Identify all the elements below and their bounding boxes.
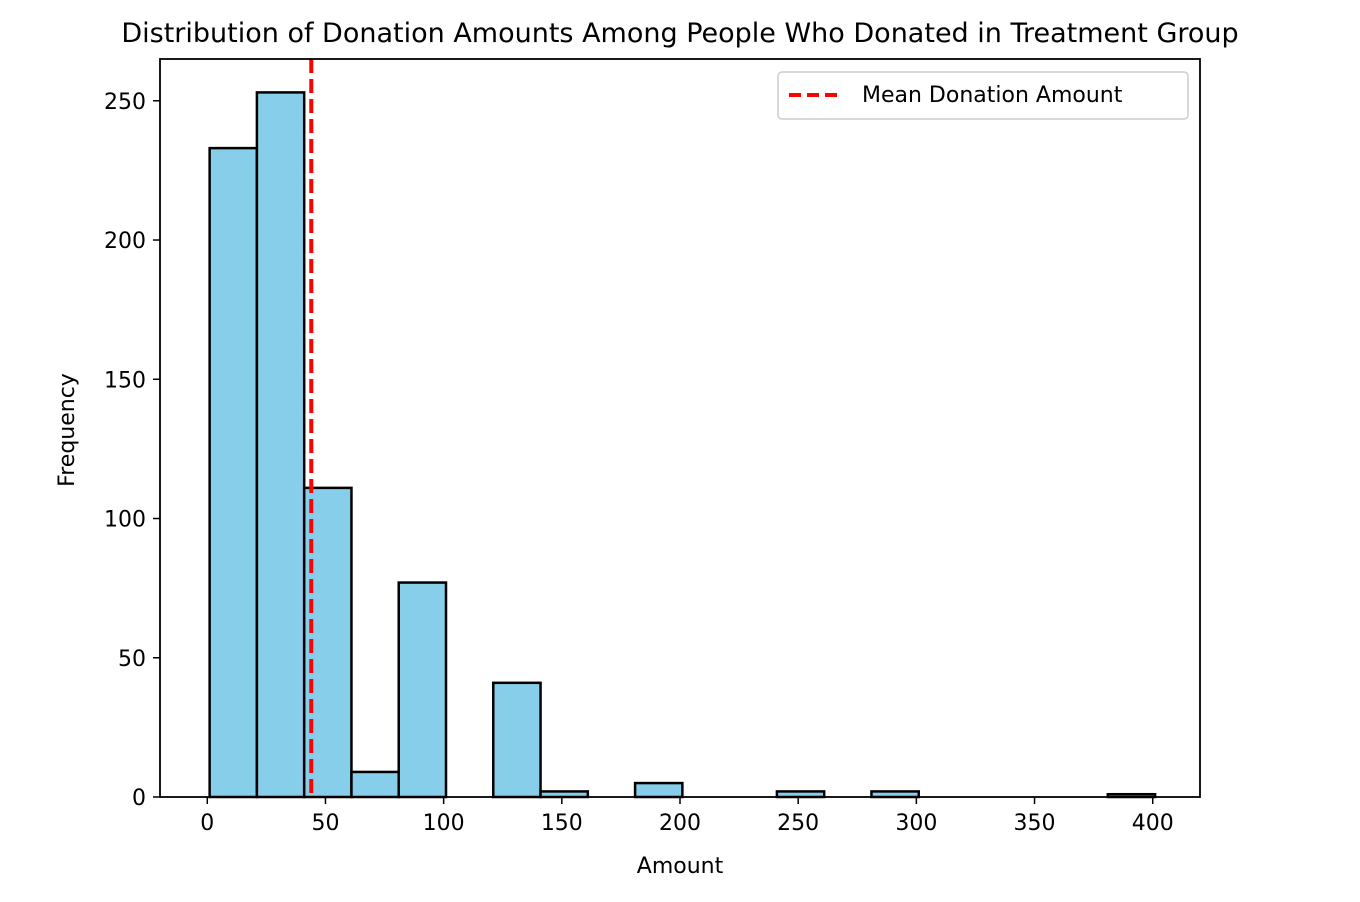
x-tick-label: 0 — [200, 811, 214, 836]
histogram-bar — [208, 146, 259, 799]
x-tick-label: 100 — [423, 811, 465, 836]
y-tick-label: 50 — [118, 647, 146, 672]
legend-mean-label: Mean Donation Amount — [862, 83, 1123, 108]
x-tick-label: 200 — [659, 811, 701, 836]
x-tick-label: 400 — [1132, 811, 1174, 836]
legend-box — [777, 71, 1189, 120]
x-tick-label: 250 — [777, 811, 819, 836]
histogram-bar — [255, 91, 306, 799]
x-axis-label: Amount — [637, 854, 724, 879]
plot-area: 0 50 100 150 200 250 300 350 400 0 50 100 150 200 250 — [104, 58, 1201, 836]
histogram-bar — [397, 581, 448, 799]
histogram-bar — [633, 781, 684, 799]
y-tick-label: 100 — [104, 508, 146, 533]
legend: Mean Donation Amount — [777, 71, 1189, 120]
y-tick-label: 250 — [104, 90, 146, 115]
x-tick-label: 150 — [541, 811, 583, 836]
y-axis-label: Frequency — [55, 373, 80, 487]
y-tick-label: 0 — [132, 786, 146, 811]
chart-title: Distribution of Donation Amounts Among P… — [121, 18, 1238, 49]
x-tick-label: 50 — [311, 811, 339, 836]
histogram-bar — [492, 681, 542, 799]
x-tick-label: 350 — [1014, 811, 1056, 836]
histogram-bar — [350, 770, 400, 799]
y-tick-label: 200 — [104, 229, 146, 254]
x-tick-label: 300 — [895, 811, 937, 836]
y-tick-label: 150 — [104, 368, 146, 393]
